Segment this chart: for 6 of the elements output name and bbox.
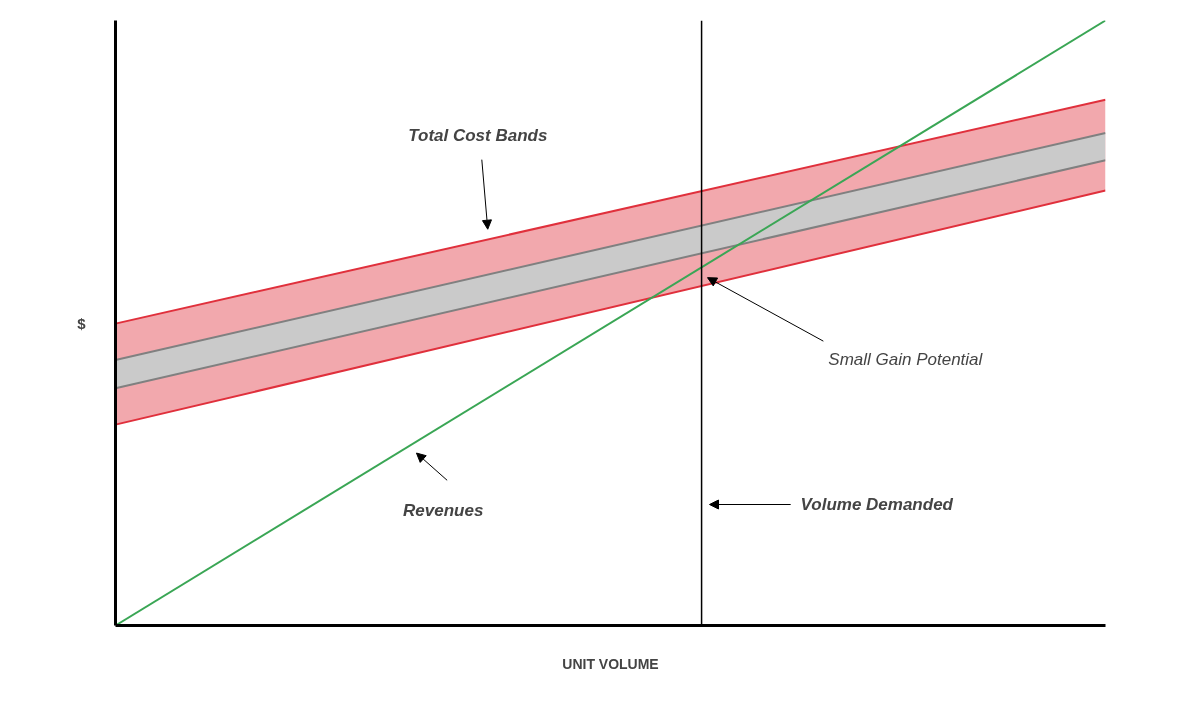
annotation: Revenues	[403, 501, 484, 521]
annotation: Volume Demanded	[800, 495, 954, 514]
y-axis-title: $	[77, 314, 87, 332]
annotation: Total Cost Bands	[408, 125, 548, 145]
x-axis-title: UNIT VOLUME	[562, 655, 659, 672]
annotation: Small Gain Potential	[828, 349, 984, 369]
